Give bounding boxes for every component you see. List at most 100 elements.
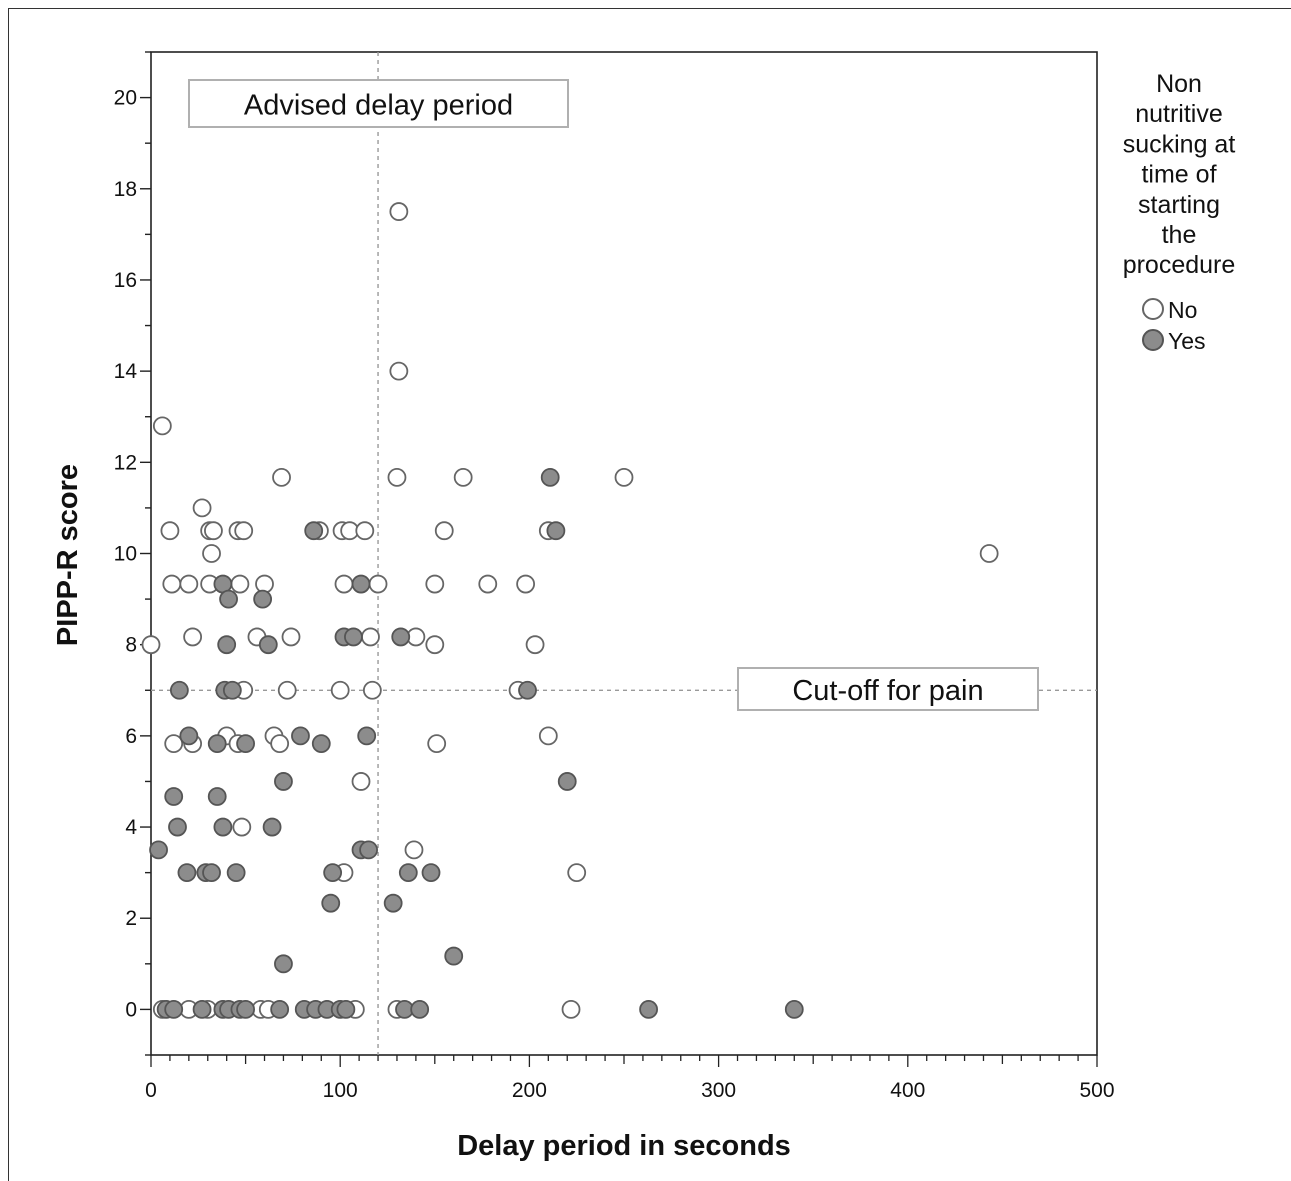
y-tick-label: 18 [114,178,137,201]
data-point-no [204,521,223,541]
data-point-no [404,840,424,860]
data-point-no [387,467,407,487]
legend-marker-no [1142,298,1164,320]
x-tick-label: 200 [512,1079,547,1102]
data-point-yes [149,840,168,860]
data-point-no [389,361,409,381]
x-tick-label: 300 [701,1079,736,1102]
data-point-no [281,627,301,647]
data-point-no [270,734,290,754]
data-point-no [355,521,375,541]
data-point-yes [219,589,238,609]
data-point-yes [383,893,403,913]
data-point-yes [357,726,377,746]
data-point-yes [323,863,343,883]
legend-title-line: time of [1141,161,1216,189]
data-point-no [427,734,447,754]
data-point-yes [391,627,411,647]
y-tick-label: 16 [114,269,137,292]
data-point-yes [179,726,199,746]
x-axis-title: Delay period in seconds [457,1130,791,1162]
data-point-yes [351,574,371,594]
data-point-no [162,574,182,594]
data-points [141,202,999,1019]
data-point-yes [359,840,378,860]
data-point-no [183,627,203,647]
data-point-yes [344,627,363,647]
data-point-no [453,467,473,487]
data-point-no [362,680,382,700]
data-point-no [230,574,250,594]
pain-cutoff-label-frame [737,667,1039,711]
data-point-no [202,544,221,563]
data-point-no [160,521,180,541]
data-point-yes [258,635,278,655]
data-point-no [330,680,350,700]
data-point-no [334,574,354,594]
data-point-no [538,726,558,746]
data-point-yes [321,893,341,913]
y-tick-label: 4 [125,816,137,839]
data-point-yes [304,521,324,541]
x-tick-label: 400 [890,1079,925,1102]
pain-cutoff-label-box: Cut-off for pain [737,667,1039,711]
data-point-no [351,772,371,791]
legend-title-line: sucking at [1123,130,1236,158]
y-tick-label: 2 [125,907,137,930]
data-point-no [272,467,291,487]
data-point-yes [222,680,242,700]
data-point-no [434,521,454,541]
data-point-no [425,574,445,594]
data-point-no [164,734,184,754]
data-point-yes [444,946,464,966]
reference-lines [151,52,1097,1055]
x-tick-label: 500 [1079,1079,1114,1102]
data-point-no [277,680,297,700]
data-point-yes [336,1000,356,1019]
data-point-no [234,521,254,541]
legend-title-line: procedure [1123,251,1236,279]
data-point-yes [202,863,221,883]
data-point-yes [274,954,293,974]
y-tick-label: 0 [125,998,137,1021]
data-point-no [192,498,212,518]
data-point-no [979,544,999,563]
y-axis: 0 2 4 6 8 10 12 14 16 18 20 [114,51,151,1056]
data-point-yes [169,680,189,700]
data-point-yes [236,1000,256,1019]
data-point-yes [217,635,237,655]
data-point-no [561,1000,581,1019]
x-tick-label: 0 [145,1079,157,1102]
data-point-no [516,574,536,594]
legend-marker-yes [1142,329,1164,351]
data-point-no [179,574,199,594]
legend-label-yes: Yes [1168,328,1206,354]
data-point-no [478,574,498,594]
data-point-yes [236,734,256,754]
series-yes [149,467,804,1019]
advised-delay-label-frame [188,79,569,128]
series-no [141,202,999,1019]
data-point-yes [784,1000,804,1019]
data-point-yes [207,787,227,806]
data-point-yes [311,734,331,754]
data-point-yes [557,772,577,791]
legend-title-line: Non [1156,70,1202,98]
plot-area-border [150,51,1098,1056]
data-point-yes [291,726,310,746]
y-tick-label: 8 [125,634,137,657]
data-point-yes [410,1000,430,1019]
data-point-no [361,627,380,647]
data-point-no [152,416,172,436]
data-point-yes [164,1000,184,1019]
data-point-yes [253,589,273,609]
data-point-yes [274,772,293,791]
advised-delay-label: Advised delay period [244,90,513,122]
data-point-yes [168,817,187,837]
data-point-yes [192,1000,212,1019]
annotations: Advised delay period Cut-off for pain [188,79,1039,711]
data-point-no [368,574,388,594]
data-point-yes [398,863,418,883]
x-axis: 0 100 200 300 400 500 [145,1055,1115,1102]
